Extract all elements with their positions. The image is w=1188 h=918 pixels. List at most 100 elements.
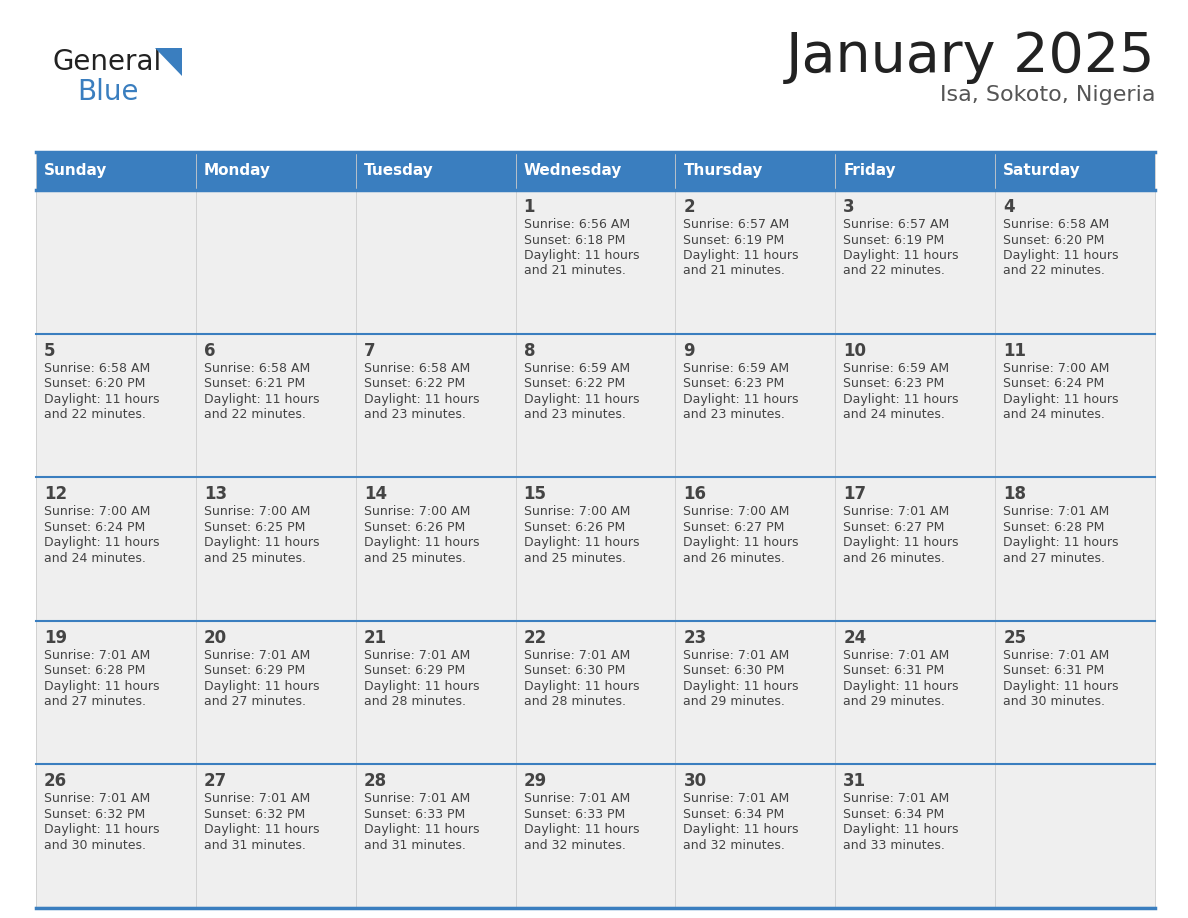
Text: 4: 4 (1003, 198, 1015, 216)
Text: 24: 24 (843, 629, 866, 647)
Bar (36, 621, 196, 765)
Text: Sunset: 6:31 PM: Sunset: 6:31 PM (843, 665, 944, 677)
Text: Sunrise: 6:59 AM: Sunrise: 6:59 AM (683, 362, 790, 375)
Text: Sunrise: 7:01 AM: Sunrise: 7:01 AM (364, 792, 470, 805)
Bar (355, 477, 516, 621)
Text: Daylight: 11 hours: Daylight: 11 hours (44, 680, 159, 693)
Text: 29: 29 (524, 772, 546, 790)
Text: Sunrise: 6:56 AM: Sunrise: 6:56 AM (524, 218, 630, 231)
Text: and 26 minutes.: and 26 minutes. (683, 552, 785, 565)
Text: 21: 21 (364, 629, 387, 647)
Text: and 25 minutes.: and 25 minutes. (524, 552, 626, 565)
Text: Sunset: 6:27 PM: Sunset: 6:27 PM (843, 521, 944, 533)
Text: Sunrise: 7:00 AM: Sunrise: 7:00 AM (683, 505, 790, 518)
Text: 27: 27 (204, 772, 227, 790)
Text: Sunset: 6:19 PM: Sunset: 6:19 PM (843, 233, 944, 247)
Text: Sunrise: 7:01 AM: Sunrise: 7:01 AM (843, 505, 949, 518)
Text: 28: 28 (364, 772, 387, 790)
Text: 26: 26 (44, 772, 68, 790)
Text: 20: 20 (204, 629, 227, 647)
Text: Sunrise: 7:01 AM: Sunrise: 7:01 AM (524, 649, 630, 662)
Text: Sunset: 6:33 PM: Sunset: 6:33 PM (524, 808, 625, 821)
Text: Sunset: 6:23 PM: Sunset: 6:23 PM (683, 377, 785, 390)
Text: Daylight: 11 hours: Daylight: 11 hours (843, 393, 959, 406)
Text: Wednesday: Wednesday (524, 163, 623, 178)
Text: Daylight: 11 hours: Daylight: 11 hours (524, 393, 639, 406)
Text: Daylight: 11 hours: Daylight: 11 hours (204, 823, 320, 836)
Text: Daylight: 11 hours: Daylight: 11 hours (683, 823, 798, 836)
Text: and 24 minutes.: and 24 minutes. (843, 409, 946, 421)
Text: Sunrise: 6:59 AM: Sunrise: 6:59 AM (524, 362, 630, 375)
Bar (835, 190, 996, 333)
Text: Friday: Friday (843, 163, 896, 178)
Text: and 31 minutes.: and 31 minutes. (204, 839, 305, 852)
Text: Sunrise: 7:00 AM: Sunrise: 7:00 AM (364, 505, 470, 518)
Text: Daylight: 11 hours: Daylight: 11 hours (683, 249, 798, 262)
Text: Sunset: 6:29 PM: Sunset: 6:29 PM (204, 665, 305, 677)
Text: Sunset: 6:26 PM: Sunset: 6:26 PM (364, 521, 465, 533)
Text: Sunset: 6:24 PM: Sunset: 6:24 PM (44, 521, 145, 533)
Text: Sunset: 6:20 PM: Sunset: 6:20 PM (1003, 233, 1105, 247)
Bar (676, 477, 835, 621)
Bar (516, 477, 676, 621)
Text: Sunrise: 6:58 AM: Sunrise: 6:58 AM (364, 362, 470, 375)
Bar (355, 621, 516, 765)
Text: Sunrise: 7:00 AM: Sunrise: 7:00 AM (1003, 362, 1110, 375)
Text: Sunrise: 7:01 AM: Sunrise: 7:01 AM (1003, 505, 1110, 518)
Text: Daylight: 11 hours: Daylight: 11 hours (1003, 536, 1119, 549)
Text: Sunset: 6:18 PM: Sunset: 6:18 PM (524, 233, 625, 247)
Bar (676, 333, 835, 477)
Text: and 27 minutes.: and 27 minutes. (204, 695, 305, 709)
Bar (196, 765, 355, 908)
Text: Daylight: 11 hours: Daylight: 11 hours (843, 536, 959, 549)
Polygon shape (154, 48, 182, 76)
Text: and 32 minutes.: and 32 minutes. (683, 839, 785, 852)
Text: and 25 minutes.: and 25 minutes. (364, 552, 466, 565)
Text: 12: 12 (44, 486, 68, 503)
Text: Sunset: 6:29 PM: Sunset: 6:29 PM (364, 665, 465, 677)
Text: 30: 30 (683, 772, 707, 790)
Text: 6: 6 (204, 341, 215, 360)
Text: Sunset: 6:32 PM: Sunset: 6:32 PM (44, 808, 145, 821)
Text: Sunset: 6:33 PM: Sunset: 6:33 PM (364, 808, 465, 821)
Text: Sunrise: 6:58 AM: Sunrise: 6:58 AM (44, 362, 150, 375)
Text: and 26 minutes.: and 26 minutes. (843, 552, 946, 565)
Text: 17: 17 (843, 486, 866, 503)
Text: Sunrise: 7:01 AM: Sunrise: 7:01 AM (524, 792, 630, 805)
Text: Sunset: 6:21 PM: Sunset: 6:21 PM (204, 377, 305, 390)
Text: Daylight: 11 hours: Daylight: 11 hours (44, 823, 159, 836)
Bar (196, 190, 355, 333)
Text: and 30 minutes.: and 30 minutes. (1003, 695, 1105, 709)
Text: Sunrise: 6:57 AM: Sunrise: 6:57 AM (683, 218, 790, 231)
Text: Daylight: 11 hours: Daylight: 11 hours (683, 680, 798, 693)
Text: and 23 minutes.: and 23 minutes. (364, 409, 466, 421)
Bar (996, 333, 1155, 477)
Bar (196, 621, 355, 765)
Text: 23: 23 (683, 629, 707, 647)
Text: Sunrise: 7:01 AM: Sunrise: 7:01 AM (44, 649, 150, 662)
Bar (196, 477, 355, 621)
Text: 14: 14 (364, 486, 387, 503)
Text: and 32 minutes.: and 32 minutes. (524, 839, 625, 852)
Text: Sunrise: 6:58 AM: Sunrise: 6:58 AM (204, 362, 310, 375)
Bar (835, 621, 996, 765)
Text: Sunrise: 7:01 AM: Sunrise: 7:01 AM (843, 792, 949, 805)
Bar (676, 152, 835, 190)
Text: 22: 22 (524, 629, 546, 647)
Text: Daylight: 11 hours: Daylight: 11 hours (204, 536, 320, 549)
Text: Sunset: 6:25 PM: Sunset: 6:25 PM (204, 521, 305, 533)
Text: 25: 25 (1003, 629, 1026, 647)
Bar (516, 765, 676, 908)
Bar (355, 765, 516, 908)
Text: and 24 minutes.: and 24 minutes. (44, 552, 146, 565)
Text: and 27 minutes.: and 27 minutes. (44, 695, 146, 709)
Text: 13: 13 (204, 486, 227, 503)
Text: 5: 5 (44, 341, 56, 360)
Text: Sunrise: 6:58 AM: Sunrise: 6:58 AM (1003, 218, 1110, 231)
Text: Daylight: 11 hours: Daylight: 11 hours (524, 536, 639, 549)
Text: Daylight: 11 hours: Daylight: 11 hours (683, 536, 798, 549)
Text: and 21 minutes.: and 21 minutes. (524, 264, 625, 277)
Text: Daylight: 11 hours: Daylight: 11 hours (1003, 249, 1119, 262)
Bar (516, 190, 676, 333)
Text: Blue: Blue (77, 78, 139, 106)
